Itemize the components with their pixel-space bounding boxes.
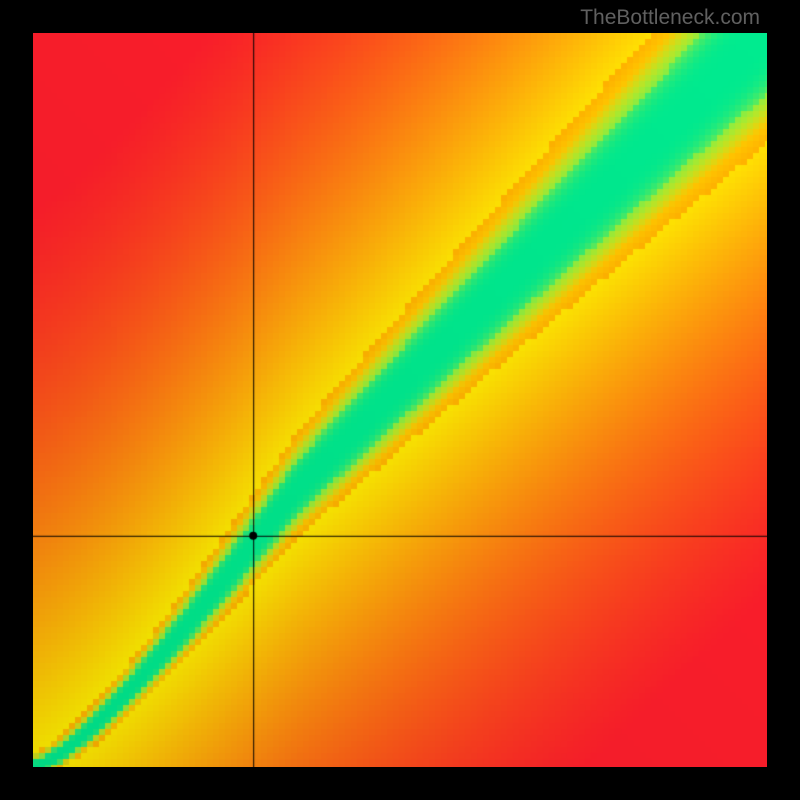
watermark-text: TheBottleneck.com [580,6,760,30]
bottleneck-heatmap [33,33,767,767]
chart-frame: TheBottleneck.com [0,0,800,800]
